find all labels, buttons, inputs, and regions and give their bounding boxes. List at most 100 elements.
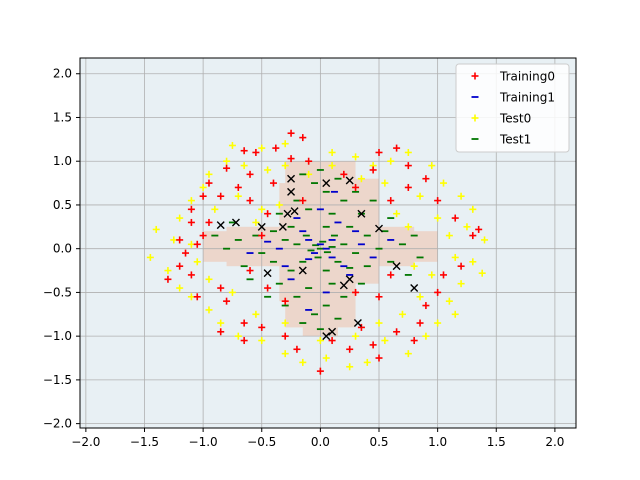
support-vector-point [357, 209, 366, 218]
point-training0 [240, 147, 248, 155]
series-training0 [164, 129, 483, 375]
point-training0 [293, 345, 301, 353]
point-training0 [357, 323, 365, 331]
point-training0 [223, 297, 231, 305]
point-test0 [387, 157, 395, 165]
point-test0 [457, 280, 465, 288]
point-training0 [393, 328, 401, 336]
point-training0 [305, 157, 313, 165]
point-test0 [404, 223, 412, 231]
point-test0 [410, 262, 418, 270]
y-tick-label: −1.0 [43, 329, 72, 343]
y-tick-label: 0.0 [53, 242, 72, 256]
data-points [146, 129, 489, 375]
point-training0 [287, 155, 295, 163]
point-training0 [299, 197, 307, 205]
point-test0 [205, 306, 213, 314]
support-vector-point [322, 179, 331, 188]
x-tick-label: −1.0 [189, 435, 218, 449]
point-training0 [199, 232, 207, 240]
point-training0 [387, 197, 395, 205]
point-test0 [258, 337, 266, 345]
point-training0 [328, 337, 336, 345]
point-training0 [346, 345, 354, 353]
point-training0 [246, 267, 254, 275]
point-test0 [252, 310, 260, 318]
support-vector-point [283, 209, 292, 218]
point-test0 [152, 225, 160, 233]
legend-item: Test0 [471, 112, 531, 126]
point-training0 [434, 197, 442, 205]
point-test0 [305, 170, 313, 178]
point-test0 [352, 332, 360, 340]
point-test0 [187, 293, 195, 301]
point-training0 [182, 249, 190, 257]
point-test0 [205, 275, 213, 283]
point-training0 [269, 179, 277, 187]
support-vector-point [216, 221, 225, 230]
point-training0 [287, 129, 295, 137]
point-training0 [240, 319, 248, 327]
point-test0 [281, 319, 289, 327]
support-vector-point [287, 174, 296, 183]
point-training0 [375, 354, 383, 362]
point-test0 [205, 170, 213, 178]
legend-item: Test1 [471, 133, 531, 147]
x-tick-label: 0.0 [311, 435, 330, 449]
point-training0 [187, 205, 195, 213]
x-tick-label: 0.5 [369, 435, 388, 449]
point-test0 [322, 354, 330, 362]
decision-region-block [279, 183, 321, 302]
point-training0 [193, 240, 201, 248]
point-training0 [234, 183, 242, 191]
point-training0 [217, 328, 225, 336]
point-test0 [451, 310, 459, 318]
point-test0 [234, 332, 242, 340]
support-vector-point [257, 222, 266, 231]
y-tick-label: −1.5 [43, 373, 72, 387]
support-vector-point [322, 332, 331, 341]
point-training0 [246, 170, 254, 178]
point-training0 [217, 192, 225, 200]
support-vector-point [392, 262, 401, 271]
support-vector-point [298, 266, 307, 275]
axis-ticks: −2.0 −1.5 −1.0 −0.5 0.0 0.5 1.0 1.5 2.0 −2.0 −1.5 −… [43, 67, 565, 449]
legend-box [455, 63, 570, 153]
point-test0 [404, 350, 412, 358]
legend-marker [471, 72, 479, 80]
point-training0 [369, 166, 377, 174]
point-training0 [387, 271, 395, 279]
point-test0 [469, 258, 477, 266]
point-test0 [228, 141, 236, 149]
series-training1 [246, 190, 395, 311]
point-test0 [223, 157, 231, 165]
point-test0 [281, 350, 289, 358]
support-vector-point [328, 327, 337, 336]
point-test0 [176, 214, 184, 222]
point-training0 [352, 288, 360, 296]
point-training0 [258, 323, 266, 331]
point-training0 [223, 164, 231, 172]
point-test0 [352, 153, 360, 161]
point-test0 [187, 240, 195, 248]
point-training0 [264, 284, 272, 292]
point-training0 [176, 236, 184, 244]
support-vector-point [375, 224, 384, 233]
point-test0 [416, 293, 424, 301]
point-training0 [393, 144, 401, 152]
support-vectors [216, 174, 419, 341]
support-vector-point [290, 207, 299, 216]
point-test0 [281, 140, 289, 148]
point-training0 [187, 271, 195, 279]
legend-item: Training0 [471, 70, 555, 84]
y-tick-label: 1.0 [53, 154, 72, 168]
legend-item: Training1 [471, 91, 555, 105]
point-training0 [451, 214, 459, 222]
y-tick-label: −2.0 [43, 417, 72, 431]
point-test0 [234, 192, 242, 200]
support-vector-point [410, 284, 419, 293]
point-training0 [316, 367, 324, 375]
x-tick-label: −0.5 [247, 435, 276, 449]
y-tick-label: −0.5 [43, 285, 72, 299]
point-test0 [240, 162, 248, 170]
